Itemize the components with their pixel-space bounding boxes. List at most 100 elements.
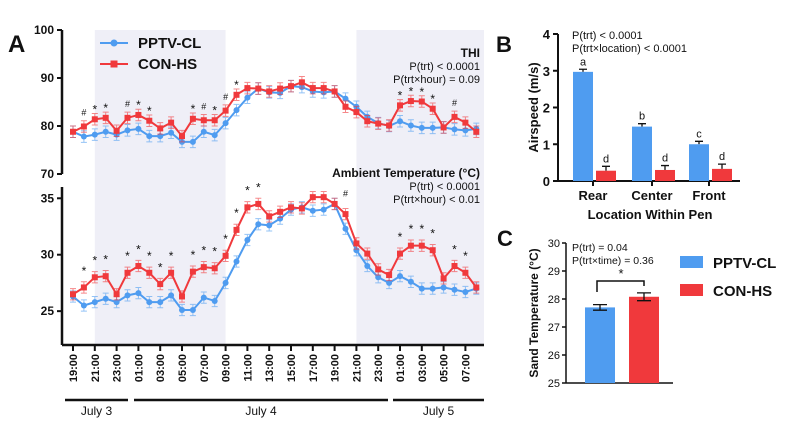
data-point-pptv-cl (233, 107, 240, 114)
data-point-pptv-cl (91, 299, 98, 306)
bar-pptv-cl-front (689, 144, 709, 181)
data-point-pptv-cl (189, 138, 196, 145)
data-point-pptv-cl (429, 124, 436, 131)
data-point-con-hs (309, 85, 316, 92)
y-tick-label: 1 (543, 137, 550, 152)
significance-mark: # (452, 98, 457, 108)
panel-label-a: A (8, 31, 25, 58)
category-label: Rear (579, 188, 608, 203)
significance-mark: * (147, 249, 152, 263)
data-point-pptv-cl (429, 285, 436, 292)
data-point-pptv-cl (309, 207, 316, 214)
legend-marker-pptv-cl (110, 39, 118, 47)
data-point-con-hs (157, 281, 164, 288)
data-point-con-hs (146, 117, 153, 124)
significance-mark: * (201, 243, 206, 257)
data-point-pptv-cl (146, 299, 153, 306)
stats-text: P(trt) = 0.04 (572, 242, 628, 254)
data-point-pptv-cl (102, 295, 109, 302)
significance-mark: # (201, 101, 206, 111)
data-point-con-hs (146, 269, 153, 276)
data-point-pptv-cl (451, 126, 458, 133)
data-point-con-hs (407, 98, 414, 105)
data-point-con-hs (233, 226, 240, 233)
bar-con-hs (629, 296, 659, 383)
significance-mark: * (452, 242, 457, 256)
data-point-pptv-cl (342, 225, 349, 232)
data-point-con-hs (113, 291, 120, 298)
data-point-con-hs (386, 272, 393, 279)
significance-mark: * (147, 104, 152, 118)
significance-mark: * (430, 227, 435, 241)
x-tick-label: 19:00 (330, 354, 342, 382)
data-point-con-hs (375, 120, 382, 127)
data-point-pptv-cl (440, 284, 447, 291)
group-letter: d (603, 153, 609, 165)
data-point-con-hs (168, 269, 175, 276)
data-point-pptv-cl (418, 285, 425, 292)
error-bar (579, 68, 587, 72)
stats-text: P(trt) < 0.0001 (572, 30, 643, 42)
significance-mark: # (125, 99, 130, 109)
data-point-pptv-cl (124, 292, 131, 299)
y-tick-label: 26 (548, 350, 560, 362)
data-point-pptv-cl (397, 273, 403, 280)
data-point-con-hs (451, 263, 458, 269)
data-point-con-hs (320, 194, 327, 201)
data-point-pptv-cl (462, 288, 469, 295)
x-tick-label: 03:00 (417, 354, 429, 382)
data-point-con-hs (266, 213, 273, 220)
panel-label-b: B (496, 32, 512, 57)
significance-bracket (596, 280, 645, 292)
y-tick-label: 25 (548, 378, 560, 390)
significance-mark: * (234, 206, 239, 220)
significance-mark: * (191, 102, 196, 116)
significance-mark: # (81, 108, 86, 118)
error-bar (593, 303, 607, 311)
data-point-con-hs (124, 269, 131, 276)
y-tick-label: 27 (548, 322, 560, 334)
data-point-pptv-cl (244, 94, 251, 101)
data-point-pptv-cl (80, 133, 87, 140)
y-tick-label: 25 (41, 304, 55, 318)
data-point-con-hs (418, 98, 425, 105)
error-bar (718, 163, 726, 169)
date-label: July 3 (81, 404, 113, 418)
data-point-pptv-cl (102, 128, 109, 135)
data-point-pptv-cl (320, 206, 327, 213)
group-letter: a (580, 56, 587, 68)
data-point-con-hs (113, 127, 120, 134)
x-tick-label: 21:00 (351, 354, 363, 382)
data-point-pptv-cl (397, 118, 403, 125)
legend-swatch-pptv-cl (680, 256, 703, 268)
x-tick-label: 03:00 (155, 354, 167, 382)
data-point-con-hs (233, 91, 240, 98)
significance-mark: * (398, 230, 403, 244)
data-point-pptv-cl (146, 133, 153, 140)
x-tick-label: 19:00 (68, 354, 80, 382)
data-point-con-hs (364, 118, 371, 125)
data-point-con-hs (179, 293, 185, 300)
data-point-con-hs (342, 103, 349, 110)
data-point-con-hs (440, 124, 447, 131)
significance-mark: * (618, 266, 623, 281)
data-point-con-hs (462, 269, 469, 276)
data-point-con-hs (331, 200, 338, 207)
error-bar (695, 140, 703, 145)
data-point-con-hs (266, 88, 273, 95)
significance-mark: * (419, 85, 424, 99)
y-tick-label: 30 (41, 248, 55, 262)
data-point-con-hs (157, 125, 164, 132)
data-point-pptv-cl (255, 221, 262, 228)
significance-mark: * (169, 249, 174, 263)
data-point-con-hs (397, 102, 403, 109)
data-point-con-hs (70, 291, 76, 298)
data-point-con-hs (102, 273, 109, 280)
data-point-con-hs (298, 205, 305, 212)
subplot-title: Ambient Temperature (°C) (332, 166, 480, 180)
data-point-pptv-cl (80, 302, 87, 309)
x-tick-label: 11:00 (242, 354, 254, 382)
bar-con-hs-rear (596, 170, 616, 181)
panel-label-c: C (497, 226, 513, 251)
